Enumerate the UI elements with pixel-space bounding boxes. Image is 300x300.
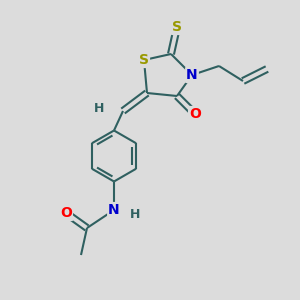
- Text: S: S: [172, 20, 182, 34]
- Text: N: N: [186, 68, 198, 82]
- Text: H: H: [130, 208, 140, 221]
- Text: O: O: [189, 107, 201, 121]
- Text: O: O: [60, 206, 72, 220]
- Text: S: S: [139, 53, 149, 67]
- Text: H: H: [94, 101, 104, 115]
- Text: N: N: [108, 203, 120, 217]
